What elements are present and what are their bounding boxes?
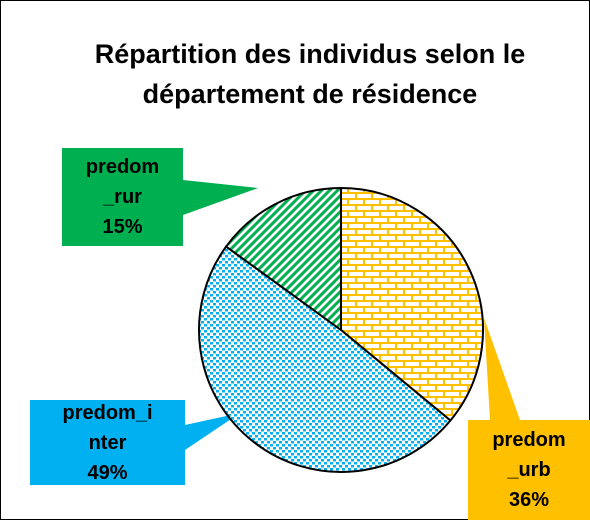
category-label: predom_inter [62,401,153,454]
callout-pointer [185,413,240,450]
data-label-box: predom_rur 15% [62,148,183,246]
value-label: 15% [102,216,143,238]
data-label-box: predom_urb 36% [468,420,590,520]
category-label: predom_rur [85,156,160,208]
value-label: 36% [508,489,550,511]
callout-pointer [183,180,258,215]
chart-title: Répartition des individus selon le dépar… [94,39,526,109]
pie-slice [224,186,342,332]
callout-pointer [484,318,520,420]
value-label: 49% [87,461,128,484]
category-label: predom_urb [492,429,566,481]
data-label-box: predom_inter 49% [30,400,185,485]
pie-slice [198,245,452,473]
pie-slice [340,186,484,422]
